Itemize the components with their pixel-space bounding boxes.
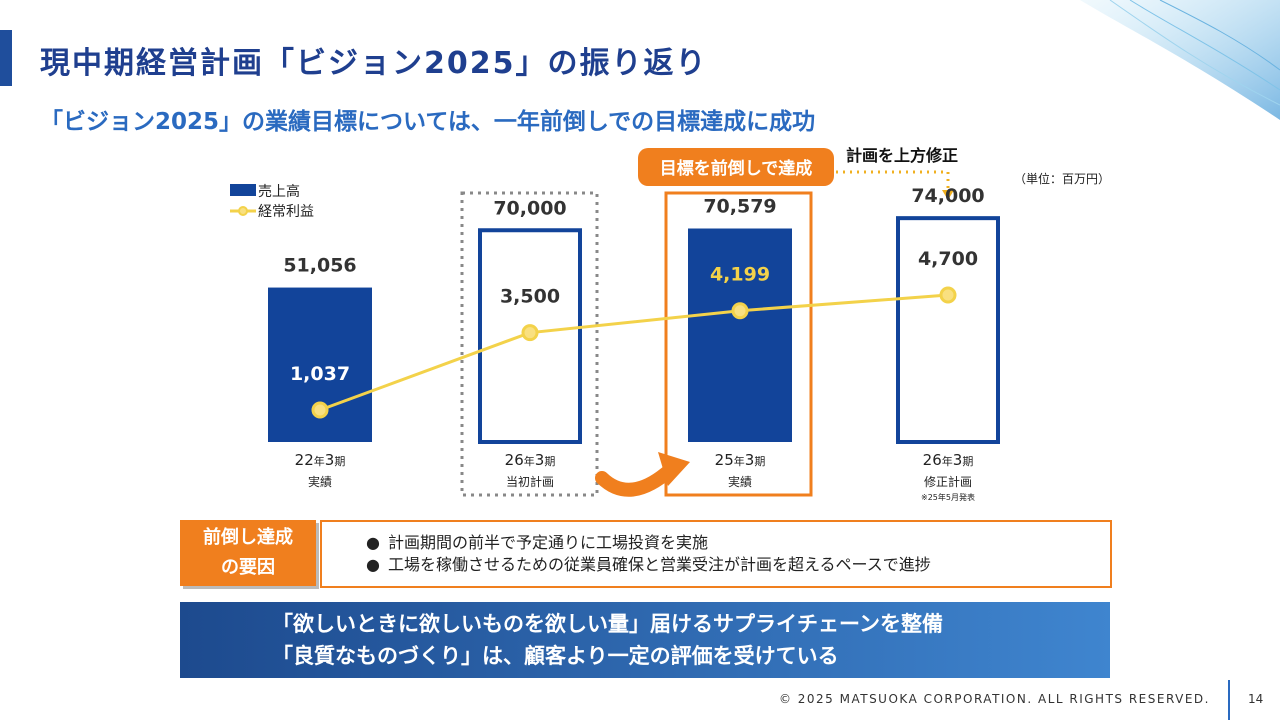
sales-value-label: 51,056 bbox=[283, 255, 356, 277]
profit-value-label: 1,037 bbox=[290, 363, 350, 385]
banner-line2: 「良質なものづくり」は、顧客より一定の評価を受けている bbox=[272, 644, 839, 668]
category-sub-label: 実績 bbox=[308, 474, 332, 489]
legend-line-marker bbox=[238, 206, 248, 216]
factor-label: 前倒し達成 の要因 bbox=[180, 520, 316, 586]
copyright-footer: © 2025 MATSUOKA CORPORATION. ALL RIGHTS … bbox=[778, 692, 1210, 706]
revision-arrow-head bbox=[942, 190, 954, 200]
profit-point bbox=[521, 324, 539, 342]
factor-label-line1: 前倒し達成 bbox=[203, 527, 293, 548]
sales-value-label: 70,000 bbox=[493, 197, 566, 219]
profit-point bbox=[311, 401, 329, 419]
category-period-label: 22年3期 bbox=[295, 451, 346, 469]
legend-sales-label: 売上高 bbox=[258, 183, 300, 200]
profit-line bbox=[319, 293, 949, 412]
category-sub-label: 修正計画 bbox=[924, 474, 972, 489]
banner-line1: 「欲しいときに欲しいものを欲しい量」届けるサプライチェーンを整備 bbox=[272, 612, 943, 636]
profit-point bbox=[939, 286, 957, 304]
profit-value-label: 3,500 bbox=[500, 286, 560, 308]
callout-revised-text: 計画を上方修正 bbox=[846, 146, 958, 165]
factor-bullet: 工場を稼働させるための従業員確保と営業受注が計画を超えるペースで進捗 bbox=[366, 554, 1110, 576]
category-period-label: 26年3期 bbox=[923, 451, 974, 469]
profit-value-label: 4,700 bbox=[918, 248, 978, 270]
sales-bar bbox=[896, 216, 1000, 444]
factor-list: 計画期間の前半で予定通りに工場投資を実施 工場を稼働させるための従業員確保と営業… bbox=[320, 520, 1112, 588]
initial-plan-dotted-frame bbox=[460, 191, 599, 497]
legend-profit-label: 経常利益 bbox=[258, 204, 314, 220]
sales-value-label: 74,000 bbox=[911, 185, 984, 207]
category-sub-label: 実績 bbox=[728, 474, 752, 489]
advance-arrow bbox=[595, 463, 677, 497]
category-period-label: 25年3期 bbox=[715, 451, 766, 469]
page-subtitle: 「ビジョン2025」の業績目標については、一年前倒しでの目標達成に成功 bbox=[40, 109, 816, 135]
category-period-label: 26年3期 bbox=[505, 451, 556, 469]
category-note: ※25年5月発表 bbox=[921, 492, 975, 502]
profit-point bbox=[731, 302, 749, 320]
callout-achieved-text: 目標を前倒しで達成 bbox=[660, 158, 813, 179]
sales-value-label: 70,579 bbox=[703, 195, 776, 217]
title-accent-bar bbox=[0, 30, 12, 86]
unit-label: （単位：百万円） bbox=[1014, 171, 1110, 186]
summary-banner: 「欲しいときに欲しいものを欲しい量」届けるサプライチェーンを整備 「良質なものづ… bbox=[180, 602, 1110, 678]
factor-bullet: 計画期間の前半で予定通りに工場投資を実施 bbox=[366, 532, 1110, 554]
decorative-wave bbox=[1080, 0, 1280, 120]
callout-achieved-box bbox=[638, 148, 834, 186]
revision-connector bbox=[836, 170, 950, 192]
legend-bar-swatch bbox=[230, 184, 256, 196]
profit-value-label: 4,199 bbox=[710, 264, 770, 286]
page-title: 現中期経営計画「ビジョン2025」の振り返り bbox=[40, 46, 708, 81]
achieved-orange-frame bbox=[664, 191, 813, 497]
page-number: 14 bbox=[1248, 692, 1264, 706]
sales-bar bbox=[688, 228, 792, 442]
footer-divider bbox=[1228, 680, 1230, 720]
factor-label-line2: の要因 bbox=[221, 557, 275, 578]
advance-arrow-head bbox=[658, 452, 690, 486]
category-sub-label: 当初計画 bbox=[506, 474, 554, 489]
